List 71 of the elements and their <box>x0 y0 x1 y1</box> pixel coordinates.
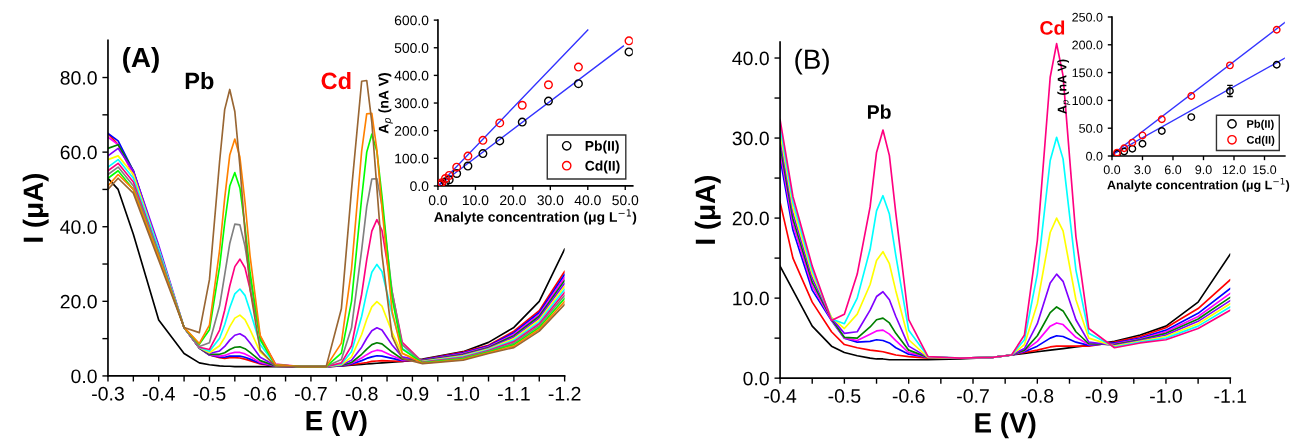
x-tick-label: 12.0 <box>1222 165 1246 175</box>
x-tick-label: -0.4 <box>764 389 797 403</box>
y-tick-label: 40.0 <box>60 220 97 234</box>
x-tick-label: -0.6 <box>892 389 925 403</box>
x-tick-label: -0.8 <box>345 386 378 401</box>
x-tick-label: -0.5 <box>193 386 226 401</box>
y-tick-label: 30.0 <box>732 131 769 146</box>
x-tick-label: 0.0 <box>428 195 448 206</box>
x-tick-label: 15.0 <box>1253 165 1277 175</box>
y-tick-label: 40.0 <box>732 51 769 66</box>
legend-label: Pb(II) <box>1247 119 1274 131</box>
y-tick-label: 250.0 <box>1072 12 1103 22</box>
legend-label: Cd(II) <box>1246 135 1275 146</box>
y-axis-title: A$_{p}$ (nA V) <box>378 73 393 134</box>
x-tick-label: -0.9 <box>1085 389 1118 403</box>
y-tick-label: 10.0 <box>733 291 769 306</box>
x-tick-label: 0.0 <box>1103 165 1121 175</box>
x-tick-label: 30.0 <box>537 195 564 206</box>
x-tick-label: -1.0 <box>1150 389 1182 403</box>
x-tick-label: -0.7 <box>957 389 989 403</box>
x-tick-label: 9.0 <box>1195 165 1212 175</box>
x-tick-label: -0.3 <box>92 386 124 401</box>
y-tick-label: 60.0 <box>60 145 97 160</box>
annotation: Pb <box>185 71 214 90</box>
y-tick-label: 0.0 <box>410 181 429 192</box>
y-tick-label: 150.0 <box>1072 68 1103 78</box>
x-axis-title: Analyte concentration (μg L$^{−1}$) <box>434 209 637 225</box>
y-tick-label: 100.0 <box>1072 96 1103 106</box>
annotation: (B) <box>795 48 829 75</box>
y-tick-label: 20.0 <box>60 294 97 309</box>
x-tick-label: 50.0 <box>612 195 639 206</box>
x-tick-label: -1.2 <box>548 386 581 401</box>
x-tick-label: -0.5 <box>828 389 861 403</box>
y-tick-label: 200.0 <box>394 126 429 136</box>
x-axis-title: Analyte concentration (μg L$^{−1}$) <box>1107 178 1290 192</box>
x-tick-label: 40.0 <box>574 195 601 206</box>
x-tick-label: -1.0 <box>447 386 480 401</box>
y-tick-label: 20.0 <box>732 211 769 226</box>
x-axis-title: E (V) <box>975 412 1036 439</box>
y-axis-title: A$_{p}$ (nA V) <box>1057 59 1071 114</box>
x-tick-label: -0.9 <box>396 386 429 401</box>
x-tick-label: -0.7 <box>295 386 327 401</box>
x-tick-label: -1.1 <box>498 387 530 401</box>
y-tick-label: 200.0 <box>1072 40 1103 50</box>
x-tick-label: -0.4 <box>142 386 175 401</box>
x-tick-label: -0.8 <box>1021 389 1054 403</box>
x-tick-label: -1.1 <box>1214 389 1247 403</box>
text: Cd <box>1040 20 1065 35</box>
annotation: Pb <box>867 104 891 119</box>
y-tick-label: 400.0 <box>394 70 429 81</box>
x-axis-title: E (V) <box>306 410 367 436</box>
x-tick-label: 10.0 <box>462 195 489 206</box>
y-tick-label: 0.0 <box>71 369 97 384</box>
annotation: Cd <box>321 71 351 90</box>
y-tick-label: 100.0 <box>395 153 429 164</box>
y-tick-label: 600.0 <box>394 15 429 26</box>
x-tick-label: 6.0 <box>1164 165 1182 175</box>
legend-label: Cd(II) <box>585 160 620 174</box>
x-tick-label: 20.0 <box>500 195 526 206</box>
y-tick-label: 300.0 <box>394 98 429 109</box>
annotation: (A) <box>123 46 159 73</box>
y-tick-label: 80.0 <box>60 71 97 85</box>
y-axis-title: I (μA) <box>694 175 721 244</box>
y-axis-title: I (μA) <box>22 173 49 242</box>
x-tick-label: 3.0 <box>1134 165 1151 175</box>
y-tick-label: 0.0 <box>743 371 769 386</box>
y-tick-label: 500.0 <box>394 43 429 53</box>
y-tick-label: 50.0 <box>1079 124 1103 133</box>
legend-label: Pb(II) <box>585 140 619 154</box>
y-tick-label: 0.0 <box>1086 151 1103 161</box>
x-tick-label: -0.6 <box>244 386 277 401</box>
